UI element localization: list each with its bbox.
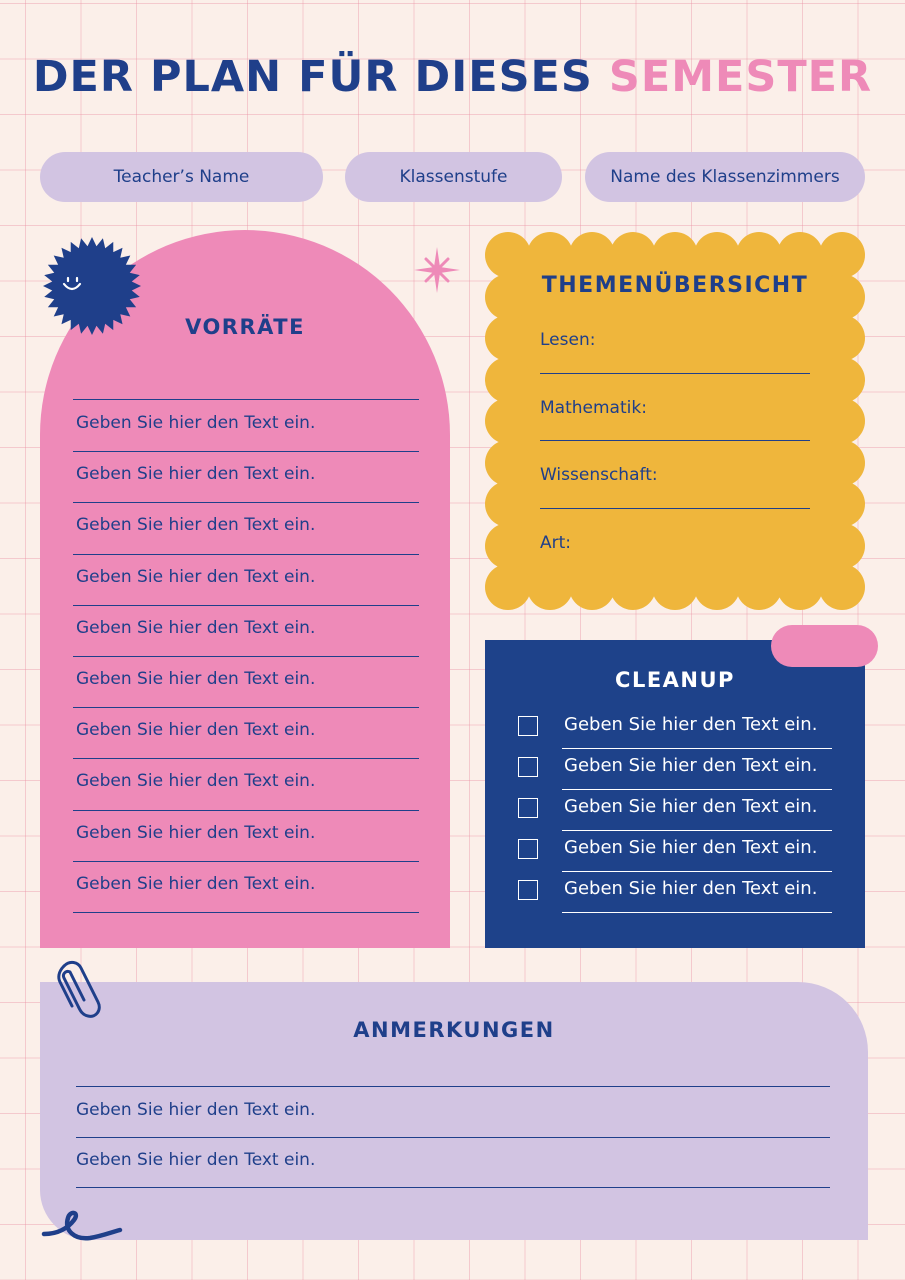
supplies-title: VORRÄTE	[185, 315, 305, 339]
cleanup-item[interactable]: Geben Sie hier den Text ein.	[562, 829, 832, 872]
supplies-item[interactable]: Geben Sie hier den Text ein.	[73, 606, 419, 657]
scallop	[777, 564, 824, 610]
scallop	[819, 522, 865, 569]
grade-level-label: Klassenstufe	[399, 167, 508, 187]
themes-panel-fill	[507, 254, 843, 588]
cleanup-item[interactable]: Geben Sie hier den Text ein.	[562, 747, 832, 790]
supplies-item[interactable]: Geben Sie hier den Text ein.	[73, 401, 419, 453]
supplies-top-line	[73, 399, 419, 400]
scallop	[693, 232, 740, 278]
page-title: DER PLAN FÜR DIESES SEMESTER	[0, 52, 905, 102]
cleanup-item[interactable]: Geben Sie hier den Text ein.	[562, 870, 832, 913]
teacher-name-field[interactable]: Teacher’s Name	[40, 152, 323, 202]
themes-title: THEMENÜBERSICHT	[541, 273, 809, 298]
classroom-name-field[interactable]: Name des Klassenzimmers	[585, 152, 865, 202]
theme-line-science[interactable]	[540, 508, 810, 509]
scallop	[610, 232, 657, 278]
scallop	[652, 232, 698, 278]
themes-panel	[485, 232, 865, 610]
scallop	[568, 232, 615, 278]
cloud-bubbles-icon	[771, 625, 878, 667]
supplies-item[interactable]: Geben Sie hier den Text ein.	[73, 708, 419, 760]
scallop	[485, 356, 531, 403]
scallop	[485, 439, 531, 486]
scallop	[819, 273, 865, 320]
supplies-item[interactable]: Geben Sie hier den Text ein.	[73, 452, 419, 504]
classroom-name-label: Name des Klassenzimmers	[610, 167, 840, 187]
smiley-sun-badge-icon	[43, 237, 141, 335]
scallop	[568, 564, 615, 610]
paperclip-icon	[57, 960, 101, 1018]
theme-label-math: Mathematik:	[540, 398, 647, 418]
theme-line-reading[interactable]	[540, 373, 810, 374]
notes-line-2[interactable]: Geben Sie hier den Text ein.	[76, 1138, 830, 1188]
scallop	[819, 398, 865, 444]
theme-label-science: Wissenschaft:	[540, 465, 658, 485]
theme-label-art: Art:	[540, 533, 572, 553]
notes-title: ANMERKUNGEN	[353, 1018, 555, 1042]
scallop	[526, 232, 573, 278]
cleanup-item[interactable]: Geben Sie hier den Text ein.	[562, 706, 832, 749]
squiggle-icon	[41, 1210, 123, 1241]
supplies-item[interactable]: Geben Sie hier den Text ein.	[73, 811, 419, 862]
cleanup-checkbox[interactable]	[518, 798, 538, 818]
cleanup-checkbox[interactable]	[518, 716, 538, 736]
scallop	[485, 522, 531, 569]
notes-top-line	[76, 1086, 830, 1087]
cleanup-panel: CLEANUP Geben Sie hier den Text ein. Gebe…	[485, 640, 865, 948]
scallop	[485, 398, 531, 444]
supplies-item[interactable]: Geben Sie hier den Text ein.	[73, 657, 419, 709]
supplies-item[interactable]: Geben Sie hier den Text ein.	[73, 503, 419, 555]
supplies-panel	[40, 230, 450, 948]
title-part-1: DER PLAN FÜR DIESES	[32, 52, 593, 102]
cleanup-title: CLEANUP	[615, 668, 735, 692]
scallop	[485, 232, 531, 278]
scallop	[819, 356, 865, 403]
supplies-item[interactable]: Geben Sie hier den Text ein.	[73, 862, 419, 913]
scallop	[485, 315, 531, 361]
cleanup-checkbox[interactable]	[518, 839, 538, 859]
scallop	[735, 564, 782, 610]
scallop	[526, 564, 573, 610]
theme-label-reading: Lesen:	[540, 330, 596, 350]
cleanup-item[interactable]: Geben Sie hier den Text ein.	[562, 788, 832, 831]
cleanup-checkbox[interactable]	[518, 880, 538, 900]
supplies-item[interactable]: Geben Sie hier den Text ein.	[73, 759, 419, 811]
scallop	[777, 232, 824, 278]
sparkle-star-icon	[414, 247, 460, 293]
scallop	[610, 564, 657, 610]
supplies-item[interactable]: Geben Sie hier den Text ein.	[73, 555, 419, 606]
cleanup-checkbox[interactable]	[518, 757, 538, 777]
scallop	[819, 232, 865, 278]
title-part-2: SEMESTER	[608, 52, 873, 102]
scallop	[693, 564, 740, 610]
teacher-name-label: Teacher’s Name	[113, 167, 250, 187]
scallop	[735, 232, 782, 278]
scallop	[819, 481, 865, 527]
scallop	[819, 439, 865, 486]
scallop	[819, 564, 865, 610]
notes-panel	[40, 982, 868, 1240]
scallop	[485, 564, 531, 610]
grade-level-field[interactable]: Klassenstufe	[345, 152, 562, 202]
scallop	[485, 273, 531, 320]
scallop	[485, 481, 531, 527]
theme-line-math[interactable]	[540, 440, 810, 441]
scallop	[652, 564, 698, 610]
notes-line-1[interactable]: Geben Sie hier den Text ein.	[76, 1088, 830, 1138]
scallop	[819, 315, 865, 361]
